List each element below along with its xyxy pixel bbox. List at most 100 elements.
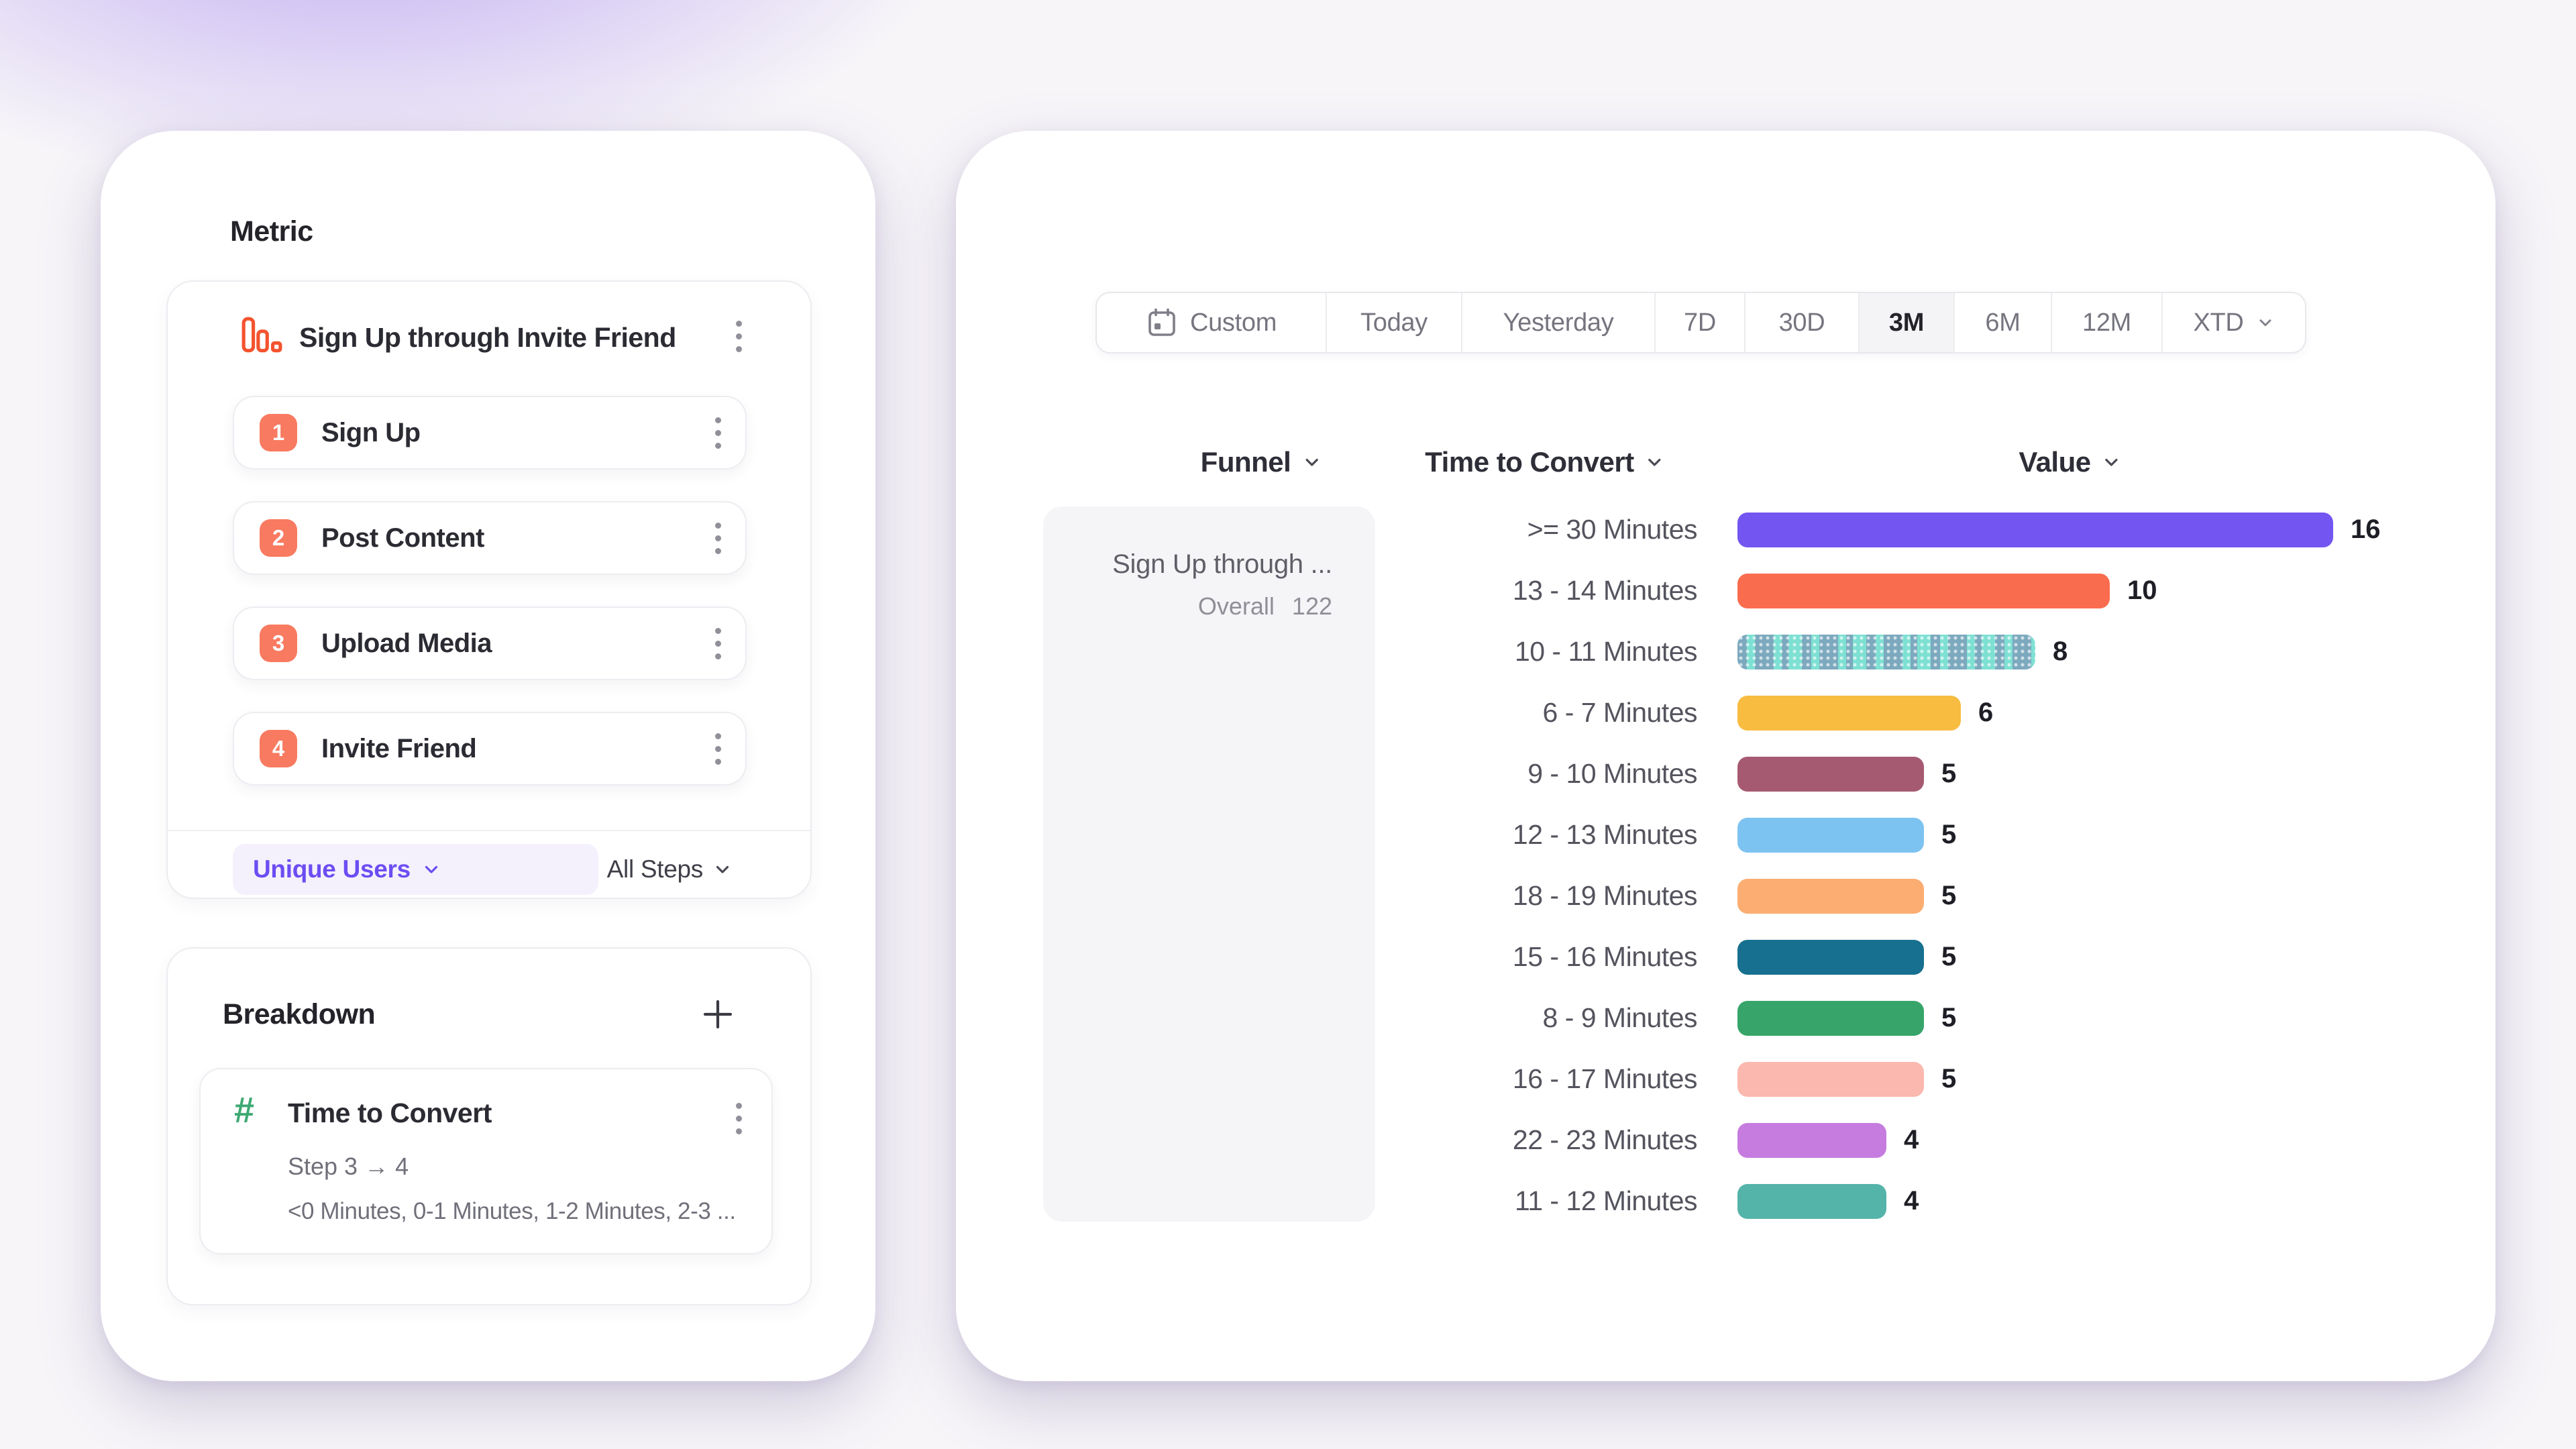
bar[interactable] [1737, 695, 1961, 731]
date-range-option-today[interactable]: Today [1326, 293, 1461, 352]
report-panel: Custom Today Yesterday 7D 30D 3M 6M 12M XTD Funn… [956, 131, 2496, 1381]
chart-row: 9 - 10 Minutes 5 [956, 743, 2469, 804]
kebab-menu-icon[interactable] [711, 519, 725, 558]
bucket-label: 15 - 16 Minutes [1512, 941, 1698, 972]
bar-value: 5 [1941, 1003, 1957, 1032]
chart-row: 11 - 12 Minutes 4 [956, 1171, 2469, 1232]
breakdown-item[interactable]: # Time to Convert Step 3 → 4 <0 Minutes,… [199, 1068, 773, 1254]
funnel-name: Sign Up through Invite Friend [299, 322, 676, 353]
funnel-step[interactable]: 4 Invite Friend [233, 712, 747, 786]
bar[interactable] [1737, 1000, 1924, 1036]
bucket-label: 6 - 7 Minutes [1542, 697, 1698, 728]
steps-scope-selector[interactable]: All Steps [607, 844, 733, 895]
date-range-option-6m[interactable]: 6M [1953, 293, 2051, 352]
chevron-down-icon [421, 859, 441, 879]
bucket-label: 13 - 14 Minutes [1512, 575, 1698, 606]
step-number-badge: 2 [260, 519, 297, 557]
bucket-label: 16 - 17 Minutes [1512, 1063, 1698, 1094]
overall-label: Overall [1197, 592, 1275, 620]
bar-value: 6 [1978, 698, 1994, 727]
chart-row: 10 - 11 Minutes 8 [956, 621, 2469, 682]
divider [168, 830, 810, 831]
bucket-label: 9 - 10 Minutes [1527, 758, 1697, 789]
kebab-menu-icon[interactable] [732, 317, 746, 356]
breakdown-buckets: <0 Minutes, 0-1 Minutes, 1-2 Minutes, 2-… [288, 1198, 736, 1224]
time-to-convert-chart: >= 30 Minutes 16 13 - 14 Minutes 10 10 - 11 … [956, 499, 2469, 1232]
breakdown-section-title: Breakdown [223, 998, 376, 1030]
bucket-label: 10 - 11 Minutes [1514, 636, 1698, 667]
value-column-label: Value [2019, 446, 2091, 478]
value-column-header[interactable]: Value [2019, 446, 2121, 478]
bucket-label: 11 - 12 Minutes [1514, 1185, 1698, 1216]
bar[interactable] [1737, 1122, 1886, 1158]
chevron-down-icon [712, 859, 733, 879]
bar-value: 10 [2127, 576, 2157, 605]
date-range-label: 7D [1684, 308, 1716, 337]
funnel-chart-icon [240, 314, 283, 357]
bar[interactable] [1737, 756, 1924, 792]
date-range-option-yesterday[interactable]: Yesterday [1461, 293, 1654, 352]
funnel-step[interactable]: 3 Upload Media [233, 606, 747, 680]
bar-value: 4 [1904, 1125, 1919, 1155]
chart-row: 12 - 13 Minutes 5 [956, 804, 2469, 865]
steps-scope-label: All Steps [606, 855, 704, 883]
overall-value: 122 [1291, 592, 1332, 620]
chart-row: >= 30 Minutes 16 [956, 499, 2469, 560]
breakdown-column-header[interactable]: Time to Convert [1425, 446, 1664, 478]
step-label: Sign Up [321, 417, 421, 447]
bar[interactable] [1737, 512, 2333, 547]
kebab-menu-icon[interactable] [711, 729, 725, 769]
bar-value: 5 [1941, 820, 1957, 849]
measurement-label: Unique Users [253, 855, 411, 883]
breakdown-card: Breakdown # Time to Convert Step 3 → 4 <… [166, 947, 812, 1305]
date-range-picker: Custom Today Yesterday 7D 30D 3M 6M 12M XTD [1095, 292, 2306, 354]
bucket-label: 18 - 19 Minutes [1512, 880, 1698, 911]
date-range-option-30d[interactable]: 30D [1744, 293, 1858, 352]
date-range-option-xtd[interactable]: XTD [2161, 293, 2305, 352]
date-range-option-7d[interactable]: 7D [1654, 293, 1744, 352]
query-builder-panel: Metric Sign Up through Invite Friend 1 Si… [101, 131, 875, 1381]
bar-value: 5 [1941, 942, 1957, 971]
bucket-label: >= 30 Minutes [1527, 514, 1698, 545]
measurement-selector[interactable]: Unique Users [233, 844, 598, 895]
breakdown-column-label: Time to Convert [1425, 446, 1634, 478]
bar[interactable] [1737, 878, 1924, 914]
step-number-badge: 1 [260, 414, 297, 451]
date-range-option-custom[interactable]: Custom [1097, 293, 1326, 352]
date-range-label: Custom [1189, 308, 1277, 337]
bar[interactable] [1737, 634, 2035, 669]
chart-row: 15 - 16 Minutes 5 [956, 926, 2469, 987]
kebab-menu-icon[interactable] [711, 624, 725, 663]
date-range-option-3m[interactable]: 3M [1858, 293, 1953, 352]
step-label: Upload Media [321, 628, 492, 658]
bar[interactable] [1737, 939, 1924, 975]
add-breakdown-button[interactable] [696, 993, 739, 1036]
chart-row: 8 - 9 Minutes 5 [956, 987, 2469, 1049]
date-range-label: XTD [2193, 308, 2244, 337]
bar-value: 16 [2351, 515, 2381, 544]
date-range-label: 6M [1985, 308, 2021, 337]
step-number-badge: 4 [260, 730, 297, 767]
bar[interactable] [1737, 573, 2110, 608]
step-number-badge: 3 [260, 625, 297, 662]
kebab-menu-icon[interactable] [711, 413, 725, 453]
funnel-step[interactable]: 2 Post Content [233, 501, 747, 575]
breakdown-step-range: Step 3 → 4 [288, 1152, 409, 1180]
date-range-option-12m[interactable]: 12M [2051, 293, 2161, 352]
bar[interactable] [1737, 1061, 1924, 1097]
number-property-icon: # [234, 1090, 255, 1130]
chart-row: 16 - 17 Minutes 5 [956, 1049, 2469, 1110]
funnel-column-label: Funnel [1200, 446, 1291, 478]
chart-row: 22 - 23 Minutes 4 [956, 1110, 2469, 1171]
funnel-step[interactable]: 1 Sign Up [233, 396, 747, 470]
calendar-icon [1146, 307, 1178, 339]
bar-value: 5 [1941, 881, 1957, 910]
bar-value: 8 [2053, 637, 2068, 666]
kebab-menu-icon[interactable] [732, 1099, 746, 1138]
date-range-label: Yesterday [1503, 308, 1614, 337]
funnel-column-header[interactable]: Funnel [1201, 446, 1322, 478]
bar[interactable] [1737, 817, 1924, 853]
bar[interactable] [1737, 1183, 1886, 1219]
step-label: Invite Friend [321, 733, 477, 763]
funnel-cell[interactable]: Sign Up through ... Overall 122 [1043, 506, 1375, 1222]
